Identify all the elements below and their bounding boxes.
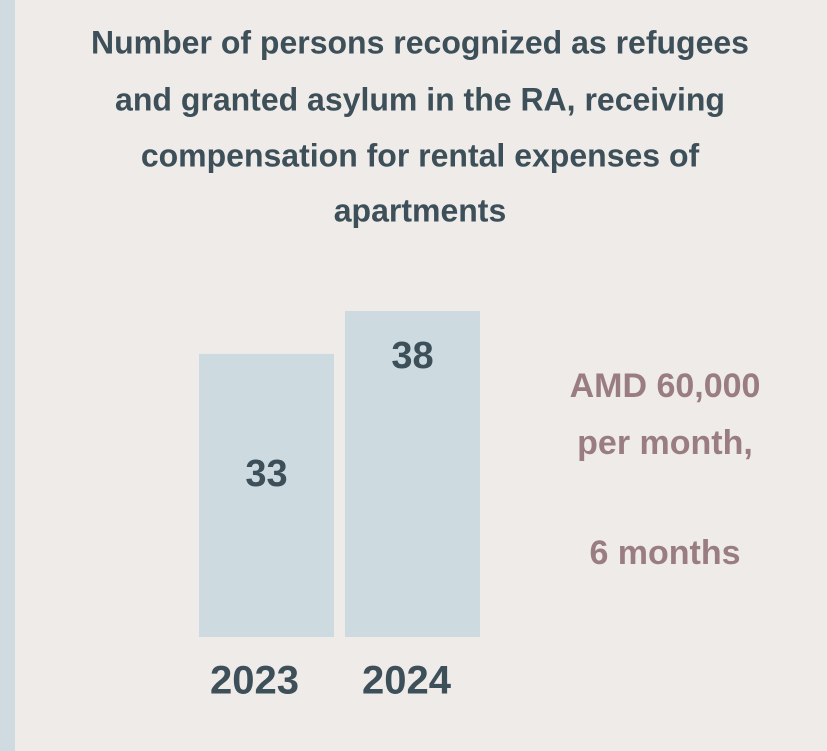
bar xyxy=(199,353,334,637)
x-tick-label: 2023 xyxy=(210,659,299,703)
annotation: AMD 60,000 xyxy=(570,367,761,405)
chart-title: Number of persons recognized as refugees xyxy=(91,24,749,60)
annotation: 6 months xyxy=(589,534,740,572)
chart-title: and granted asylum in the RA, receiving xyxy=(115,81,725,117)
x-tick-label: 2024 xyxy=(362,659,452,703)
value-label: 33 xyxy=(245,453,287,495)
chart-title: apartments xyxy=(334,192,507,228)
bar xyxy=(345,311,480,637)
annotation: per month, xyxy=(577,424,753,462)
side-strip xyxy=(0,0,15,751)
chart-title: compensation for rental expenses of xyxy=(141,137,700,173)
value-label: 38 xyxy=(391,335,433,377)
